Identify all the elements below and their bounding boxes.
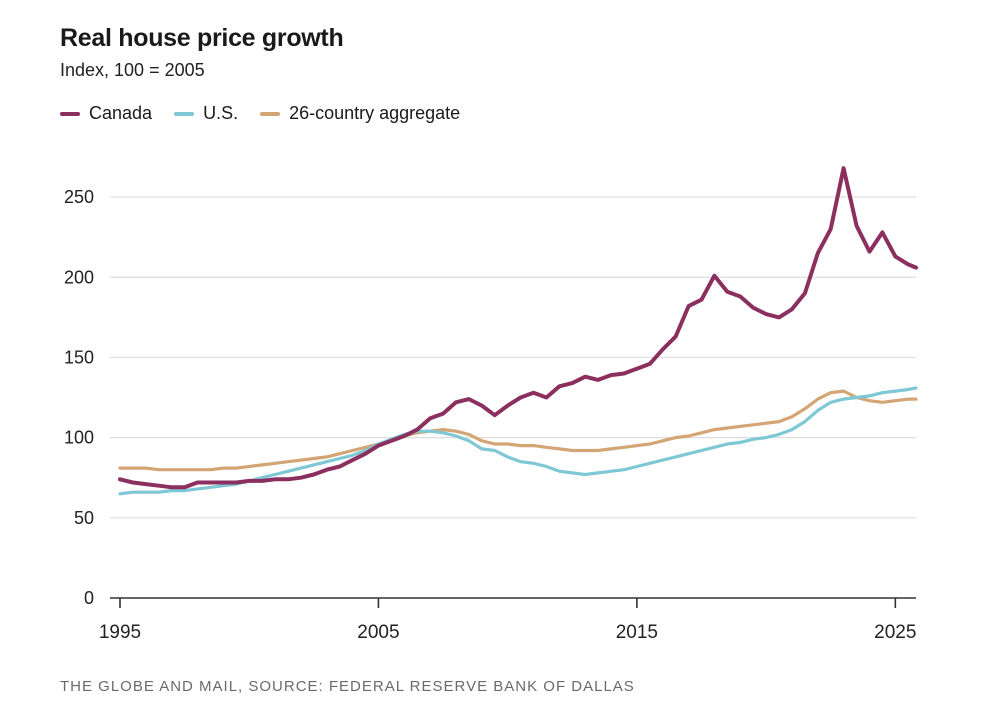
legend-swatch-us: [174, 111, 195, 116]
x-tick-label: 2025: [874, 622, 916, 643]
legend-label-canada: Canada: [89, 103, 153, 123]
legend-item-us: U.S.: [174, 103, 238, 124]
y-tick-label: 0: [84, 588, 94, 608]
chart-title: Real house price growth: [60, 24, 344, 52]
series-line-aggregate: [118, 389, 918, 472]
legend-label-aggregate: 26-country aggregate: [289, 103, 461, 123]
source-note: THE GLOBE AND MAIL, SOURCE: FEDERAL RESE…: [60, 678, 635, 695]
legend-item-canada: Canada: [60, 103, 152, 124]
y-tick-label: 250: [64, 187, 94, 207]
legend-swatch-canada: [60, 111, 80, 116]
chart-subtitle: Index, 100 = 2005: [60, 60, 205, 80]
y-tick-label: 100: [64, 428, 94, 448]
y-tick-label: 150: [64, 347, 94, 367]
legend-swatch-aggregate: [260, 111, 281, 116]
x-tick-label: 1995: [99, 622, 141, 643]
series-line-us: [118, 386, 918, 496]
y-tick-label: 50: [74, 508, 94, 528]
series-line-canada: [118, 166, 918, 490]
legend: Canada U.S. 26-country aggregate: [60, 103, 482, 124]
y-tick-label: 200: [64, 267, 94, 287]
legend-label-us: U.S.: [203, 103, 239, 123]
legend-item-aggregate: 26-country aggregate: [260, 103, 460, 124]
x-tick-label: 2015: [616, 622, 658, 643]
x-tick-label: 2005: [357, 622, 399, 643]
